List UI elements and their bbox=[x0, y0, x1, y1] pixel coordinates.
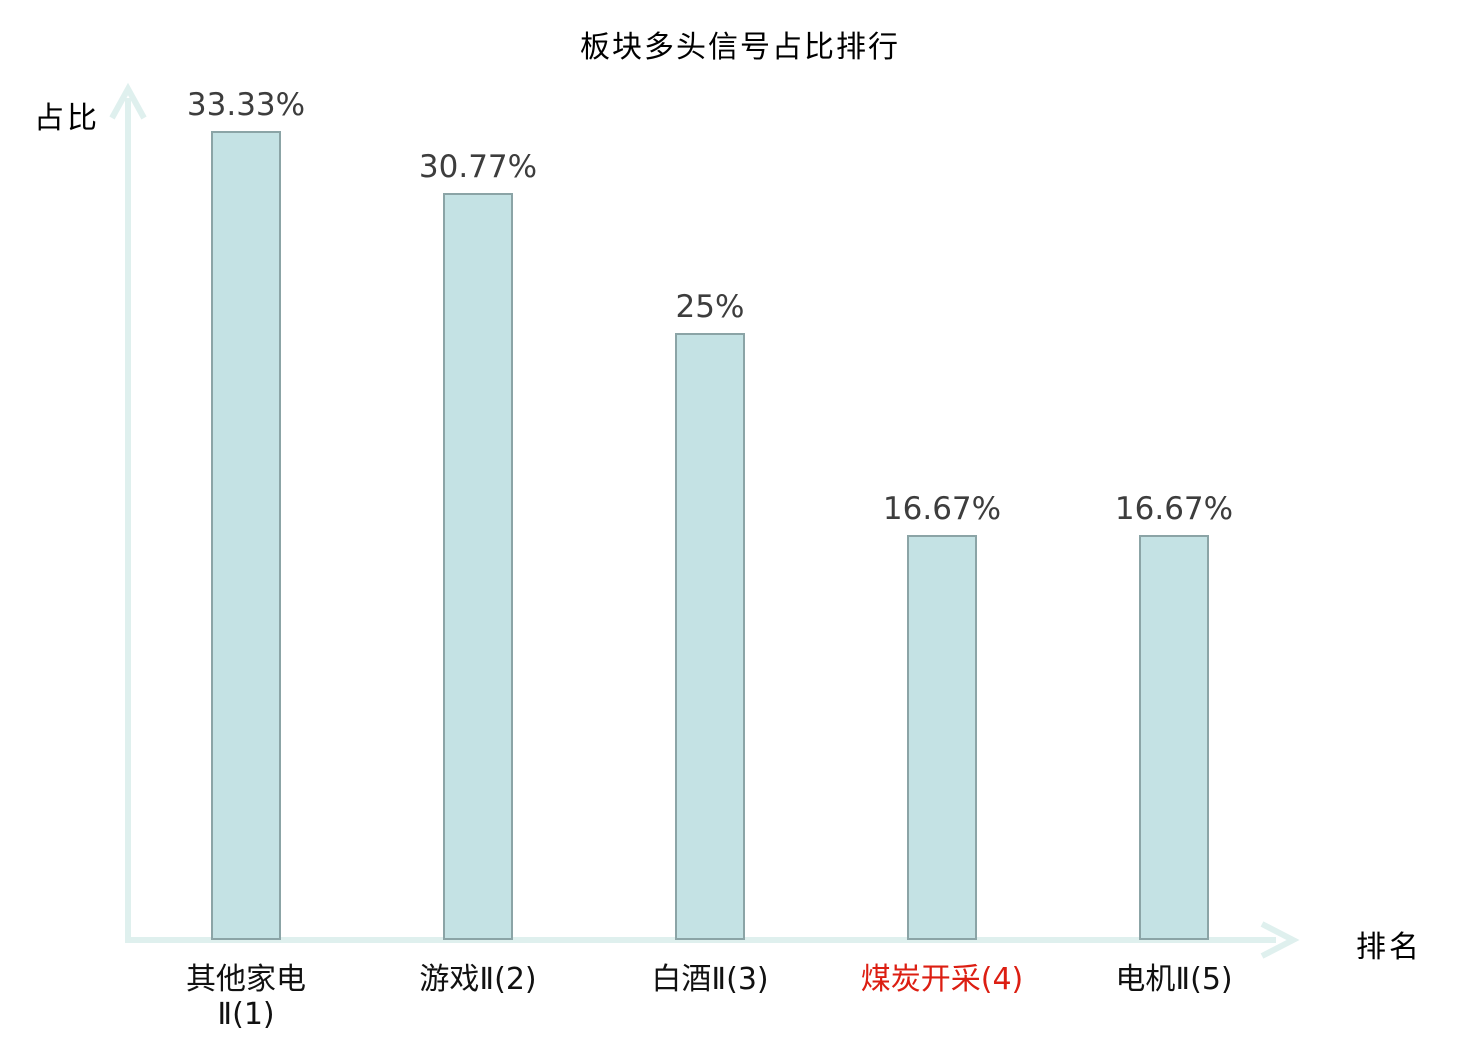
bar bbox=[675, 333, 745, 940]
y-axis-arrow-icon bbox=[109, 82, 147, 120]
bar-value-label: 16.67% bbox=[882, 491, 1002, 527]
x-axis-arrow-icon bbox=[1260, 921, 1300, 959]
bar-value-label: 16.67% bbox=[1114, 491, 1234, 527]
bar-value-label: 30.77% bbox=[418, 149, 538, 185]
bar bbox=[1139, 535, 1209, 940]
x-axis-label: 排名 bbox=[1356, 930, 1422, 965]
x-tick-label: 游戏Ⅱ(2) bbox=[419, 962, 537, 997]
x-tick-label: 其他家电 Ⅱ(1) bbox=[186, 962, 306, 1032]
x-tick-label: 煤炭开采(4) bbox=[860, 962, 1024, 997]
bar bbox=[211, 131, 281, 940]
bar-value-label: 25% bbox=[675, 289, 745, 325]
bar bbox=[443, 193, 513, 940]
x-tick-label: 白酒Ⅱ(3) bbox=[651, 962, 769, 997]
bar bbox=[907, 535, 977, 940]
bar-value-label: 33.33% bbox=[186, 87, 306, 123]
y-axis-label: 占比 bbox=[34, 101, 100, 136]
chart-title: 板块多头信号占比排行 bbox=[580, 30, 900, 65]
x-tick-label: 电机Ⅱ(5) bbox=[1115, 962, 1233, 997]
